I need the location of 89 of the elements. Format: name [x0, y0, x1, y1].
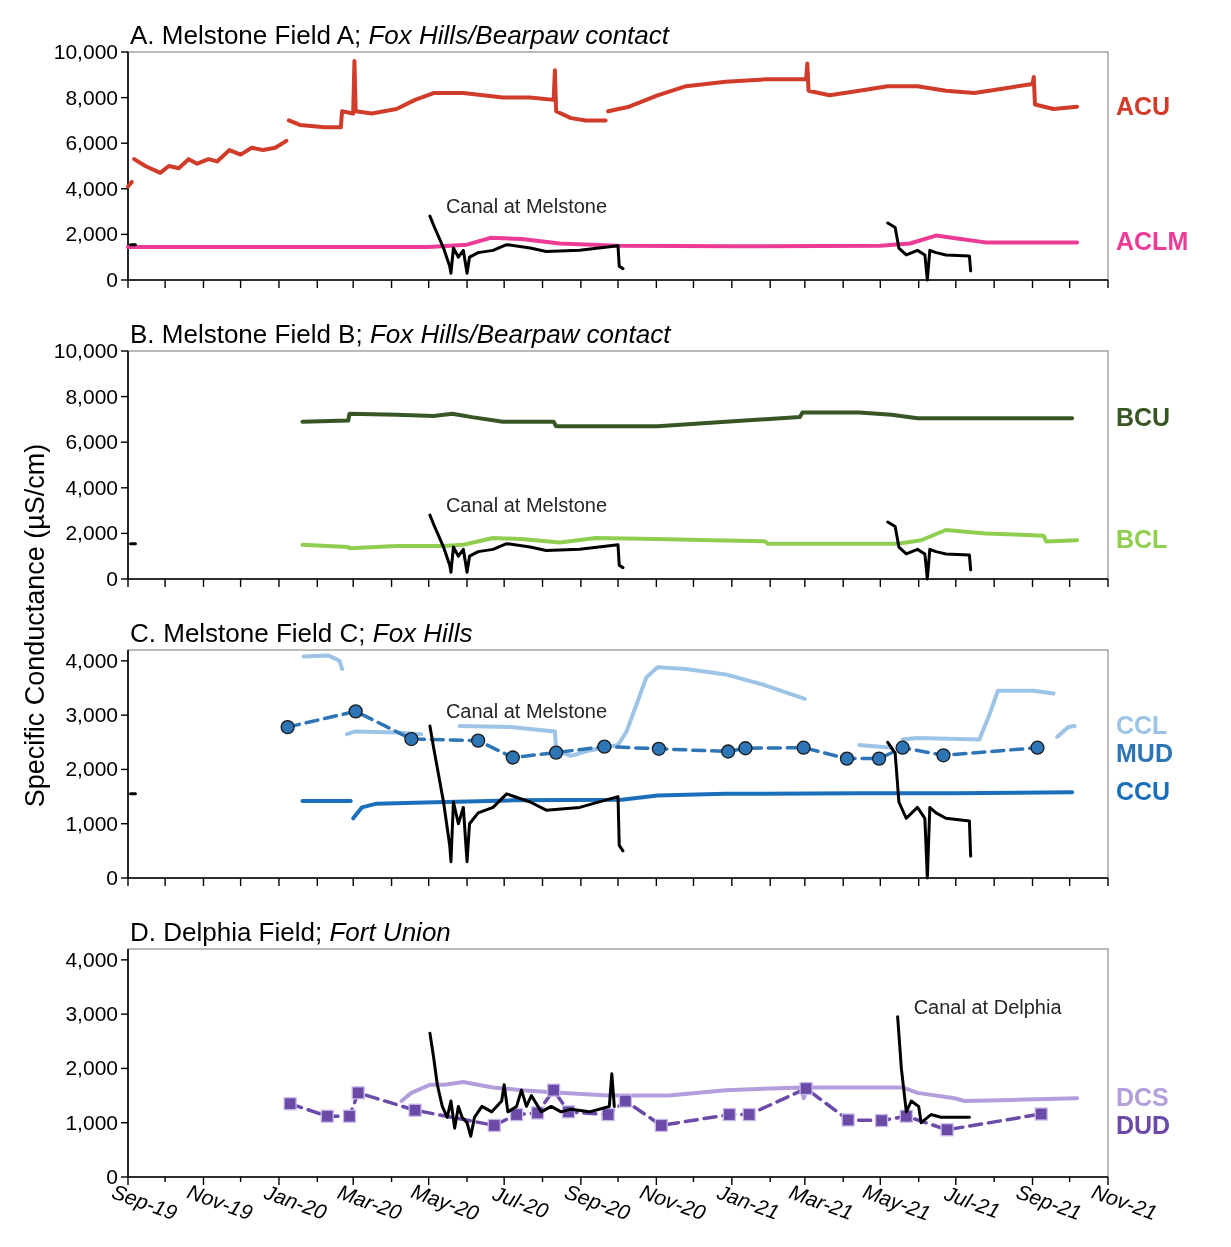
y-tick-label: 1,000: [65, 811, 118, 835]
y-tick-label: 2,000: [65, 757, 118, 781]
point: [839, 751, 855, 766]
point: [799, 1081, 813, 1096]
point: [618, 1094, 633, 1108]
point: [654, 1118, 668, 1133]
series-label: Canal at Melstone: [445, 700, 608, 722]
text: MUD: [1116, 739, 1173, 767]
y-tick-label: 0: [106, 1165, 118, 1188]
point: [283, 1097, 297, 1111]
series-label: Canal at Melstone: [445, 494, 608, 517]
point: [1030, 740, 1045, 755]
point: [742, 1107, 756, 1122]
x-tick-label: Nov-21: [1088, 1179, 1161, 1225]
y-tick-label: 0: [106, 567, 118, 590]
series-label: DCS: [1116, 1083, 1169, 1112]
y-tick-label: 2,000: [65, 521, 118, 545]
x-tick-label: Mar-21: [786, 1179, 857, 1225]
point: [720, 744, 736, 759]
y-tick-label: 4,000: [65, 176, 118, 200]
x-tick-label: Mar-20: [334, 1179, 406, 1225]
point: [940, 1123, 954, 1137]
point: [796, 740, 811, 755]
line-series: [399, 1080, 1080, 1103]
y-tick-label: 4,000: [65, 648, 118, 672]
series-label: ACLM: [1116, 227, 1189, 256]
x-tick-label: Jan-21: [713, 1179, 783, 1224]
series-label: CCU: [1116, 777, 1171, 806]
y-tick-label: 1,000: [65, 1110, 118, 1134]
point: [597, 739, 612, 754]
y-tick-label: 10,000: [53, 339, 118, 362]
point: [1034, 1107, 1048, 1121]
y-tick-label: 10,000: [53, 40, 118, 63]
point: [280, 719, 295, 735]
x-tick-label: Nov-20: [637, 1179, 709, 1225]
chart-title: D. Delphia Field; Fort Union: [130, 917, 451, 947]
y-tick-label: 6,000: [65, 131, 118, 155]
y-tick-label: 3,000: [65, 703, 118, 727]
point: [547, 1083, 561, 1097]
point: [487, 1118, 501, 1133]
y-axis-title: Specific Conductance (µS/cm): [20, 443, 50, 808]
y-tick-label: 8,000: [65, 85, 118, 109]
point: [348, 704, 363, 719]
point: [936, 748, 951, 763]
x-tick-label: Sep-20: [561, 1179, 634, 1225]
point: [320, 1109, 334, 1123]
x-tick-label: Jul-21: [940, 1181, 1004, 1223]
text: DUD: [1116, 1111, 1171, 1140]
series-label: Canal at Delphia: [913, 995, 1063, 1018]
series-label: ACU: [1116, 91, 1171, 120]
point: [505, 750, 520, 765]
point: [722, 1107, 737, 1122]
y-tick-label: 2,000: [65, 1056, 118, 1080]
point: [738, 741, 753, 756]
point: [471, 733, 486, 748]
chart-title: B. Melstone Field B; Fox Hills/Bearpaw contact: [130, 319, 673, 349]
point: [548, 745, 564, 760]
x-tick-label: Nov-19: [184, 1179, 257, 1225]
chart-title: C. Melstone Field C; Fox Hills: [130, 618, 473, 648]
series-label: Canal at Melstone: [445, 195, 608, 218]
line-series: [300, 527, 1080, 551]
series-label: BCL: [1116, 525, 1168, 554]
x-tick-label: Sep-21: [1013, 1179, 1085, 1225]
y-tick-label: 2,000: [65, 222, 118, 246]
point: [841, 1113, 855, 1127]
series-label: BCU: [1116, 403, 1171, 432]
x-tick-label: Jul-20: [488, 1181, 552, 1223]
point: [404, 731, 419, 747]
y-tick-label: 0: [106, 268, 118, 291]
y-tick-label: 6,000: [65, 430, 118, 454]
point: [874, 1113, 889, 1128]
point: [895, 740, 910, 755]
point: [899, 1109, 913, 1123]
point: [871, 751, 887, 766]
point: [342, 1109, 357, 1123]
line-series: [126, 233, 1080, 249]
y-tick-label: 0: [106, 866, 118, 889]
point: [601, 1107, 615, 1122]
chart-title: A. Melstone Field A; Fox Hills/Bearpaw contact: [130, 20, 671, 50]
y-tick-label: 4,000: [65, 947, 118, 971]
series-label: CCL: [1116, 711, 1168, 739]
y-tick-label: 8,000: [65, 384, 118, 408]
point: [651, 741, 666, 756]
line-series: [300, 410, 1075, 429]
x-tick-label: Jan-20: [260, 1179, 330, 1224]
point: [408, 1103, 422, 1117]
y-tick-label: 4,000: [65, 475, 118, 499]
point: [351, 1086, 365, 1100]
y-tick-label: 3,000: [65, 1002, 118, 1026]
